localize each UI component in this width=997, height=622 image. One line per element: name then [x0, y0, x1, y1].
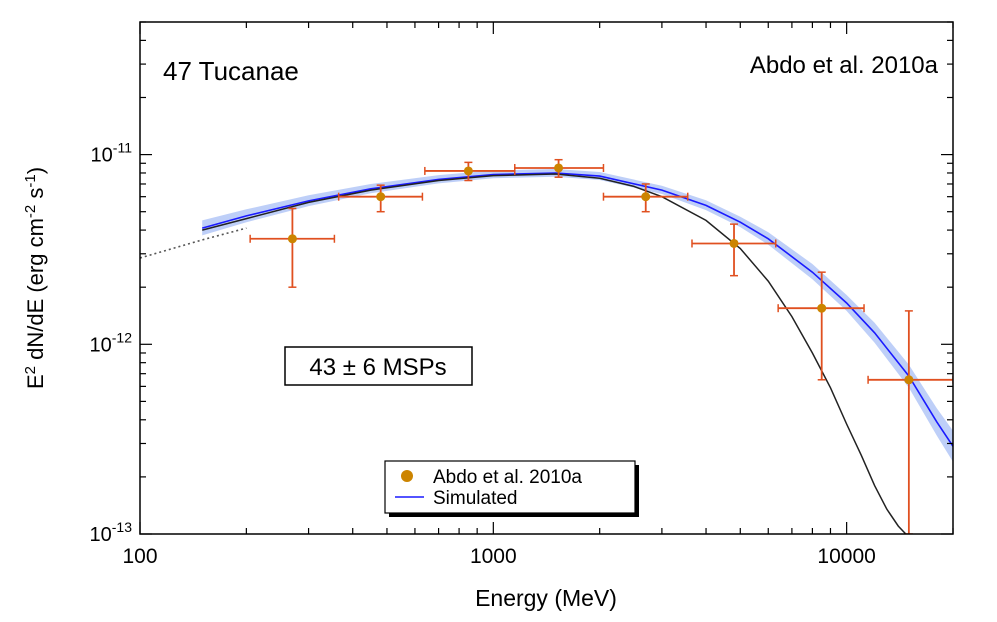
y-axis-label: E2 dN/dE (erg cm-2 s-1) — [22, 167, 48, 389]
data-point-3 — [554, 163, 564, 173]
data-point-6 — [817, 303, 827, 313]
annotation-text: 43 ± 6 MSPs — [309, 354, 446, 381]
legend-marker-observed — [401, 470, 413, 482]
annotation-box — [284, 346, 473, 386]
plot-background — [140, 22, 953, 534]
data-point-7 — [904, 375, 914, 385]
legend-box — [384, 460, 636, 514]
chart-title: 47 Tucanae — [163, 56, 299, 86]
data-point-1 — [376, 192, 386, 202]
plot-frame — [139, 21, 954, 535]
y-tick-label-2: 10-11 — [91, 140, 133, 167]
y-tick-label-0: 10-13 — [90, 519, 133, 546]
data-point-5 — [729, 238, 739, 248]
data-point-2 — [463, 166, 473, 176]
data-point-0 — [287, 234, 297, 244]
extrapolation-curve — [140, 227, 247, 259]
x-tick-label-0: 100 — [122, 545, 157, 568]
legend-label-simulated: Simulated — [433, 488, 518, 509]
reference-label: Abdo et al. 2010a — [750, 52, 939, 79]
model-curve-2 — [202, 173, 907, 534]
legend: Abdo et al. 2010a Simulated — [384, 460, 639, 517]
x-axis-label: Energy (MeV) — [475, 585, 617, 611]
x-tick-label-2: 10000 — [817, 545, 875, 568]
simulated-uncertainty-band — [202, 169, 953, 462]
x-tick-label-1: 1000 — [470, 545, 517, 568]
simulated-curve — [201, 172, 953, 447]
y-tick-label-1: 10-12 — [90, 329, 133, 356]
legend-label-observed: Abdo et al. 2010a — [433, 467, 582, 488]
data-point-4 — [641, 192, 651, 202]
